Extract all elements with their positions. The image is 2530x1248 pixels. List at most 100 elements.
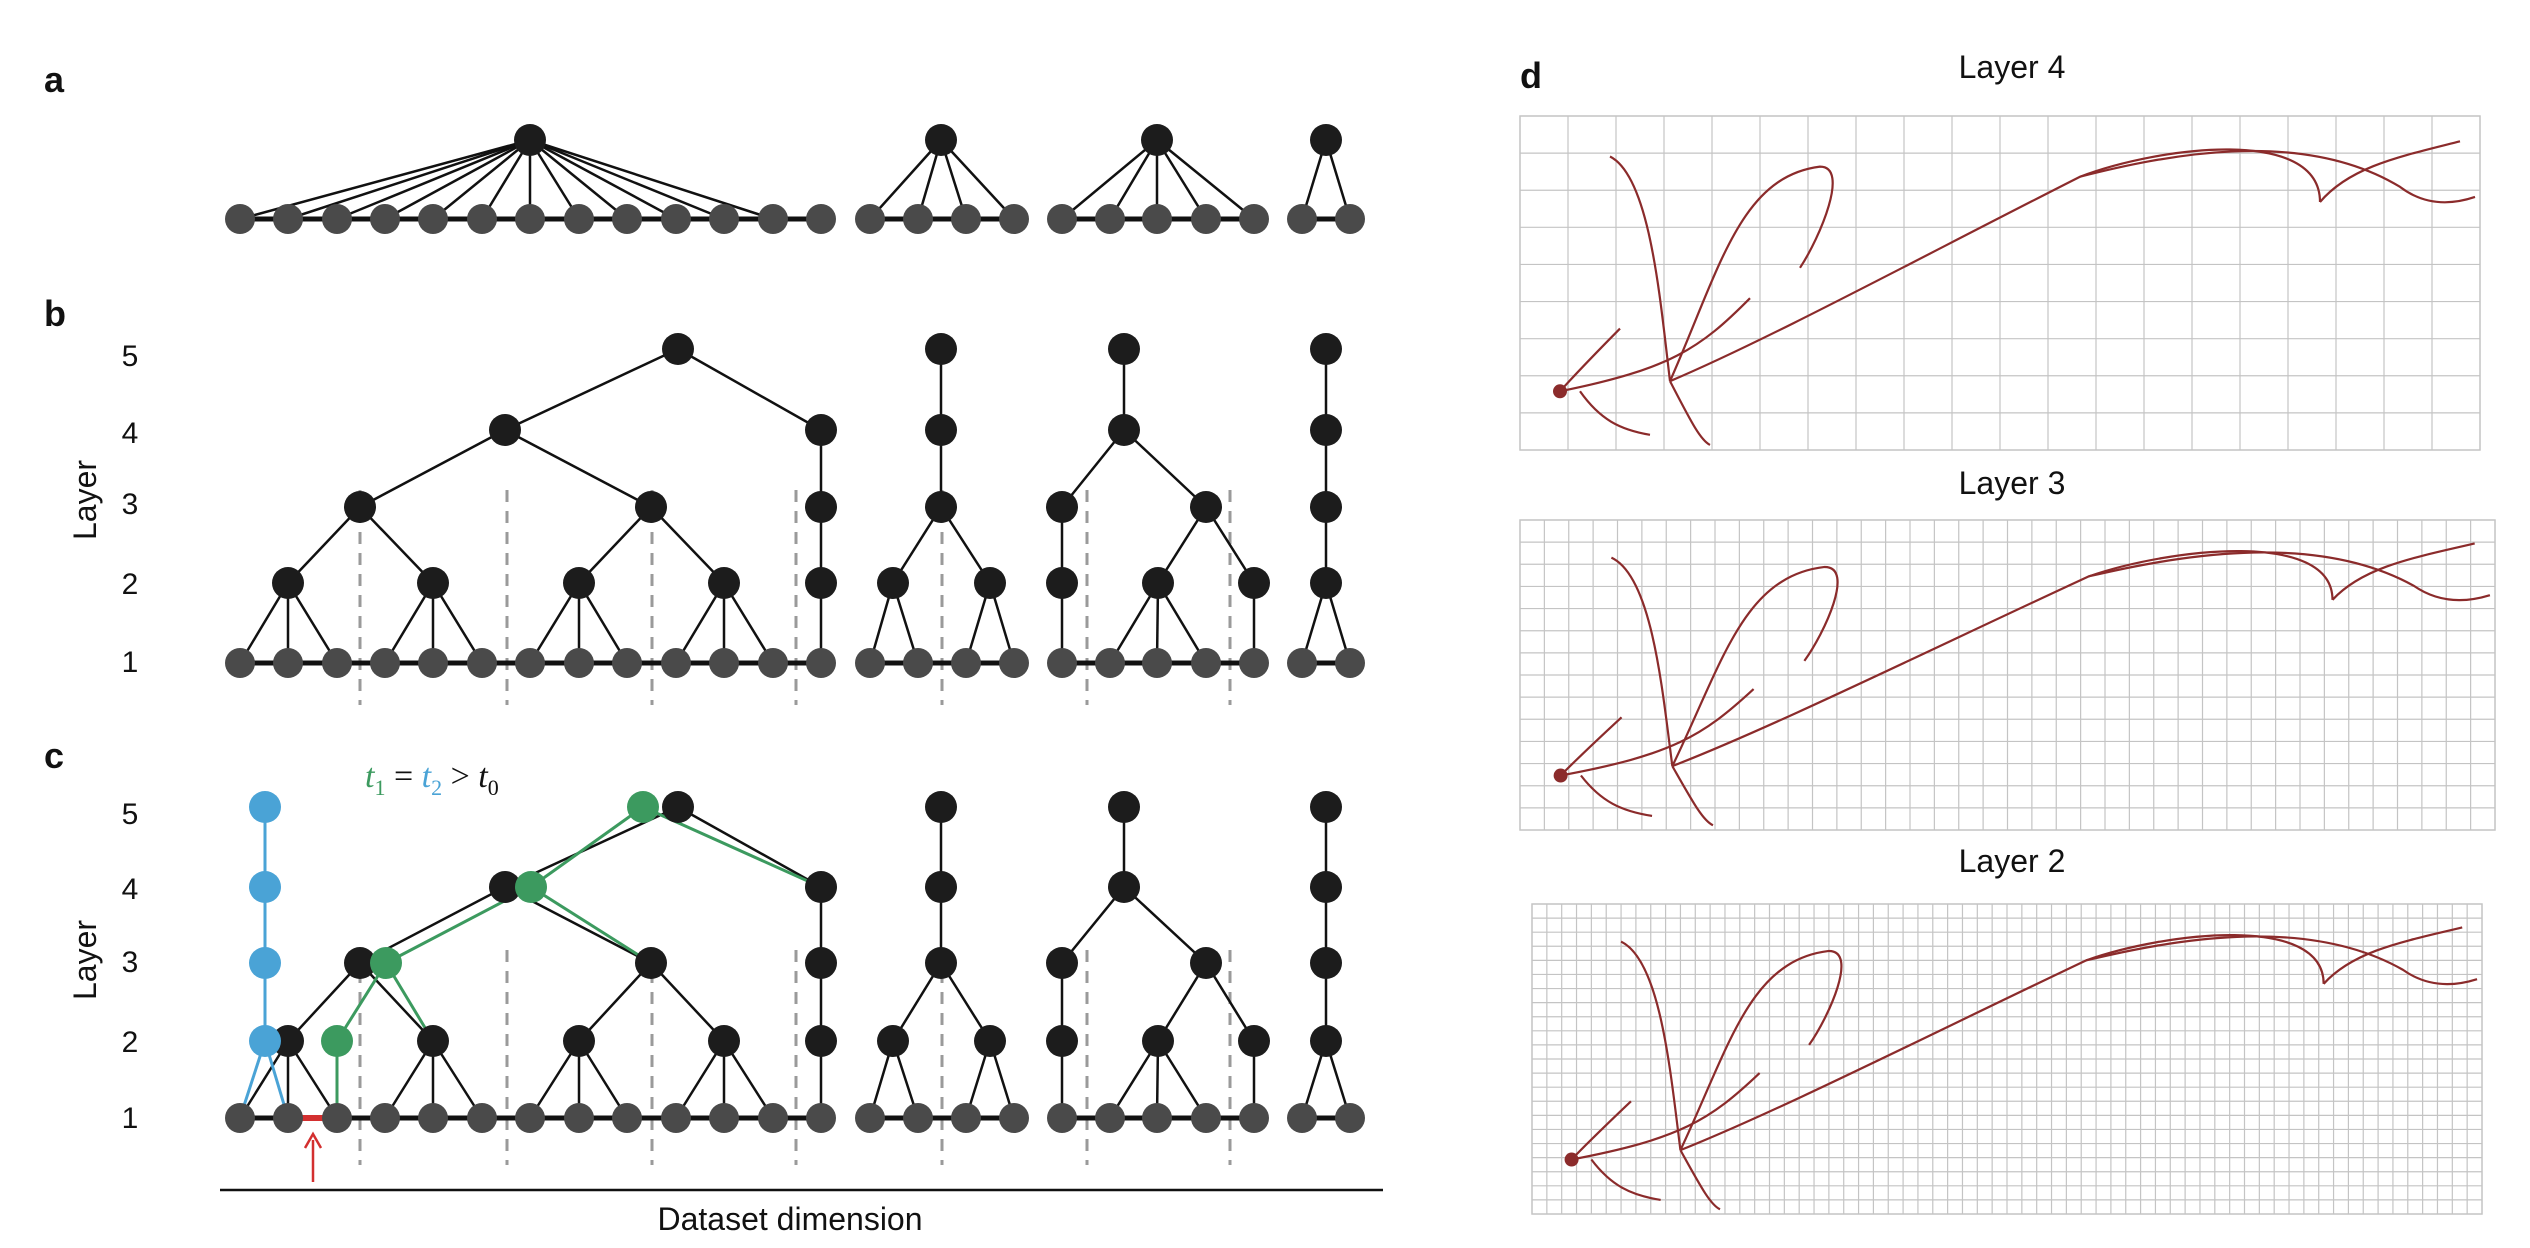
tree-node	[1190, 491, 1222, 523]
edge	[529, 139, 628, 220]
edge	[359, 428, 506, 509]
base-node	[1095, 648, 1125, 678]
base-node	[1191, 1103, 1221, 1133]
red-arrow-icon	[303, 1131, 323, 1182]
layer-tick: 2	[122, 568, 139, 601]
neuron-panel-title: Layer 2	[1959, 843, 2066, 879]
base-node	[564, 1103, 594, 1133]
layer-tick: 1	[122, 1102, 139, 1135]
layer-tick: 1	[122, 646, 139, 679]
blue-node	[249, 1025, 281, 1057]
neuron-branch	[1671, 565, 1839, 767]
neuron-branch	[2319, 140, 2461, 203]
layer-tick: 5	[122, 798, 139, 831]
edge	[287, 506, 361, 584]
edge	[287, 962, 361, 1042]
tree-node	[805, 947, 837, 979]
tree-node	[1108, 871, 1140, 903]
threshold-equation: t1 = t2 > t0	[365, 758, 499, 800]
y-axis-label-c: Layer	[67, 920, 103, 1000]
base-node	[370, 204, 400, 234]
base-node	[1047, 204, 1077, 234]
tree-node	[925, 791, 957, 823]
base-node	[322, 648, 352, 678]
tree-node	[563, 1025, 595, 1057]
base-node	[564, 204, 594, 234]
base-node	[999, 648, 1029, 678]
edge	[1061, 139, 1158, 220]
base-node	[855, 204, 885, 234]
edge	[432, 139, 531, 220]
tree-node	[925, 871, 957, 903]
tree-node	[1108, 333, 1140, 365]
base-node	[1142, 204, 1172, 234]
tree-node	[1310, 491, 1342, 523]
neuron-soma	[1553, 384, 1567, 399]
base-node	[1047, 1103, 1077, 1133]
tree-node	[1108, 791, 1140, 823]
tree-node	[1190, 947, 1222, 979]
base-node	[467, 204, 497, 234]
neuron-branch	[1559, 297, 1751, 393]
base-node	[322, 204, 352, 234]
tree-node	[1310, 1025, 1342, 1057]
base-node	[855, 648, 885, 678]
neuron-panel	[1519, 519, 2496, 831]
blue-node	[249, 871, 281, 903]
base-node	[515, 204, 545, 234]
edge	[1156, 139, 1255, 220]
edge	[529, 138, 677, 221]
neuron-branch	[2088, 551, 2491, 602]
base-node	[1287, 648, 1317, 678]
green-node	[515, 871, 547, 903]
neuron-panel-title: Layer 4	[1959, 49, 2066, 85]
layer-tick: 5	[122, 340, 139, 373]
base-node	[370, 648, 400, 678]
tree-node	[877, 567, 909, 599]
base-node	[515, 1103, 545, 1133]
edge	[677, 347, 822, 432]
neuron-branch	[1590, 1158, 1661, 1201]
neuron-branch	[1668, 165, 1834, 382]
top-node	[925, 124, 957, 156]
x-axis-label: Dataset dimension	[657, 1201, 922, 1237]
neuron-branch	[1679, 949, 1843, 1151]
base-node	[418, 204, 448, 234]
edge	[869, 139, 942, 220]
edge	[529, 138, 774, 221]
base-node	[1239, 1103, 1269, 1133]
neuron-soma	[1564, 1152, 1579, 1167]
blue-node	[249, 947, 281, 979]
edge	[287, 138, 531, 221]
base-node	[1142, 1103, 1172, 1133]
layer-tick: 3	[122, 946, 139, 979]
base-node	[951, 648, 981, 678]
tree-node	[805, 491, 837, 523]
base-node	[806, 648, 836, 678]
blue-node	[249, 791, 281, 823]
layer-tick: 3	[122, 488, 139, 521]
neuron-panel-title: Layer 3	[1959, 465, 2066, 501]
base-node	[1095, 204, 1125, 234]
base-node	[1239, 204, 1269, 234]
base-node	[951, 1103, 981, 1133]
neuron-branch	[1671, 550, 2334, 768]
base-node	[418, 1103, 448, 1133]
neuron-panels: Layer 4 Layer 3 Layer 2	[1519, 49, 2496, 1215]
tree-node	[1238, 567, 1270, 599]
tree-node	[272, 567, 304, 599]
base-node	[661, 648, 691, 678]
base-node	[661, 204, 691, 234]
edge	[650, 962, 725, 1042]
base-node	[467, 648, 497, 678]
base-node	[709, 204, 739, 234]
tree-node	[805, 414, 837, 446]
base-node	[515, 648, 545, 678]
base-node	[709, 648, 739, 678]
base-node	[225, 204, 255, 234]
tree-node	[635, 491, 667, 523]
edge	[359, 506, 434, 584]
region-boundaries	[358, 490, 1232, 1165]
edge	[940, 139, 1015, 220]
